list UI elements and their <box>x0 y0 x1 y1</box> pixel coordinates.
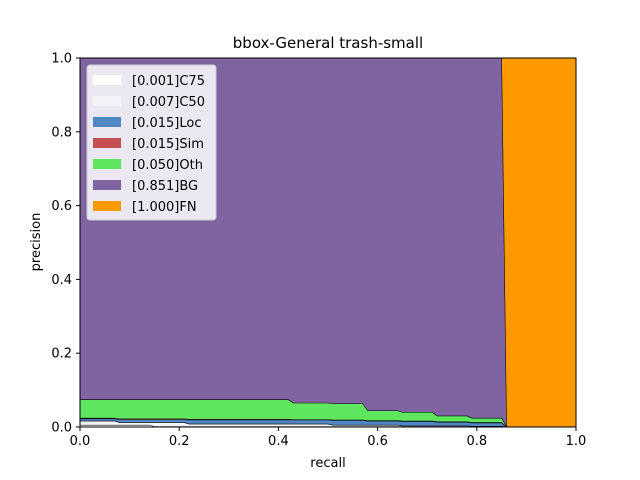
legend: [0.001]C75 [0.007]C50 [0.015]Loc [0.015]Sim… <box>86 64 217 221</box>
y-tick-label: 0.4 <box>51 273 72 288</box>
line-loc <box>80 418 576 428</box>
legend-entry: [0.015]Sim <box>132 137 204 152</box>
x-tick-label: 0.0 <box>70 434 91 449</box>
legend-entry: [0.015]Loc <box>132 116 201 131</box>
legend-swatch <box>93 180 121 190</box>
legend-swatch <box>93 159 121 169</box>
x-tick-label: 0.2 <box>169 434 190 449</box>
legend-swatch <box>93 117 121 127</box>
legend-swatch <box>93 138 121 148</box>
area-fn <box>80 58 576 427</box>
x-tick-label: 0.8 <box>466 434 487 449</box>
line-sim <box>80 417 576 428</box>
y-tick-label: 1.0 <box>51 52 72 67</box>
area-loc <box>80 418 576 427</box>
x-tick-label: 0.4 <box>268 434 289 449</box>
line-c50 <box>80 420 576 428</box>
legend-swatch <box>93 96 121 106</box>
x-tick-label: 0.6 <box>367 434 388 449</box>
line-oth <box>80 399 576 428</box>
legend-swatch <box>93 75 121 85</box>
axes-frame <box>79 57 577 428</box>
x-tick-label: 1.0 <box>566 434 587 449</box>
y-tick-label: 0.2 <box>51 347 72 362</box>
area-oth <box>80 399 576 427</box>
legend-entry: [0.050]Oth <box>132 158 203 173</box>
legend-entry: [0.007]C50 <box>132 95 205 110</box>
y-tick-label: 0.0 <box>51 421 72 436</box>
x-axis-title: recall <box>310 456 345 471</box>
legend-swatch <box>93 201 121 211</box>
legend-entry: [0.001]C75 <box>132 74 205 89</box>
y-axis-title: precision <box>29 213 44 272</box>
legend-entry: [0.851]BG <box>132 179 198 194</box>
y-tick-label: 0.8 <box>51 125 72 140</box>
plot-area: 0.0 0.2 0.4 0.6 0.8 1.0 0.0 0.2 0.4 0.6 0.8 1.0 [0.0… <box>51 52 586 450</box>
y-tick-label: 0.6 <box>51 199 72 214</box>
legend-entry: [1.000]FN <box>132 200 197 215</box>
chart-title: bbox-General trash-small <box>233 34 423 52</box>
